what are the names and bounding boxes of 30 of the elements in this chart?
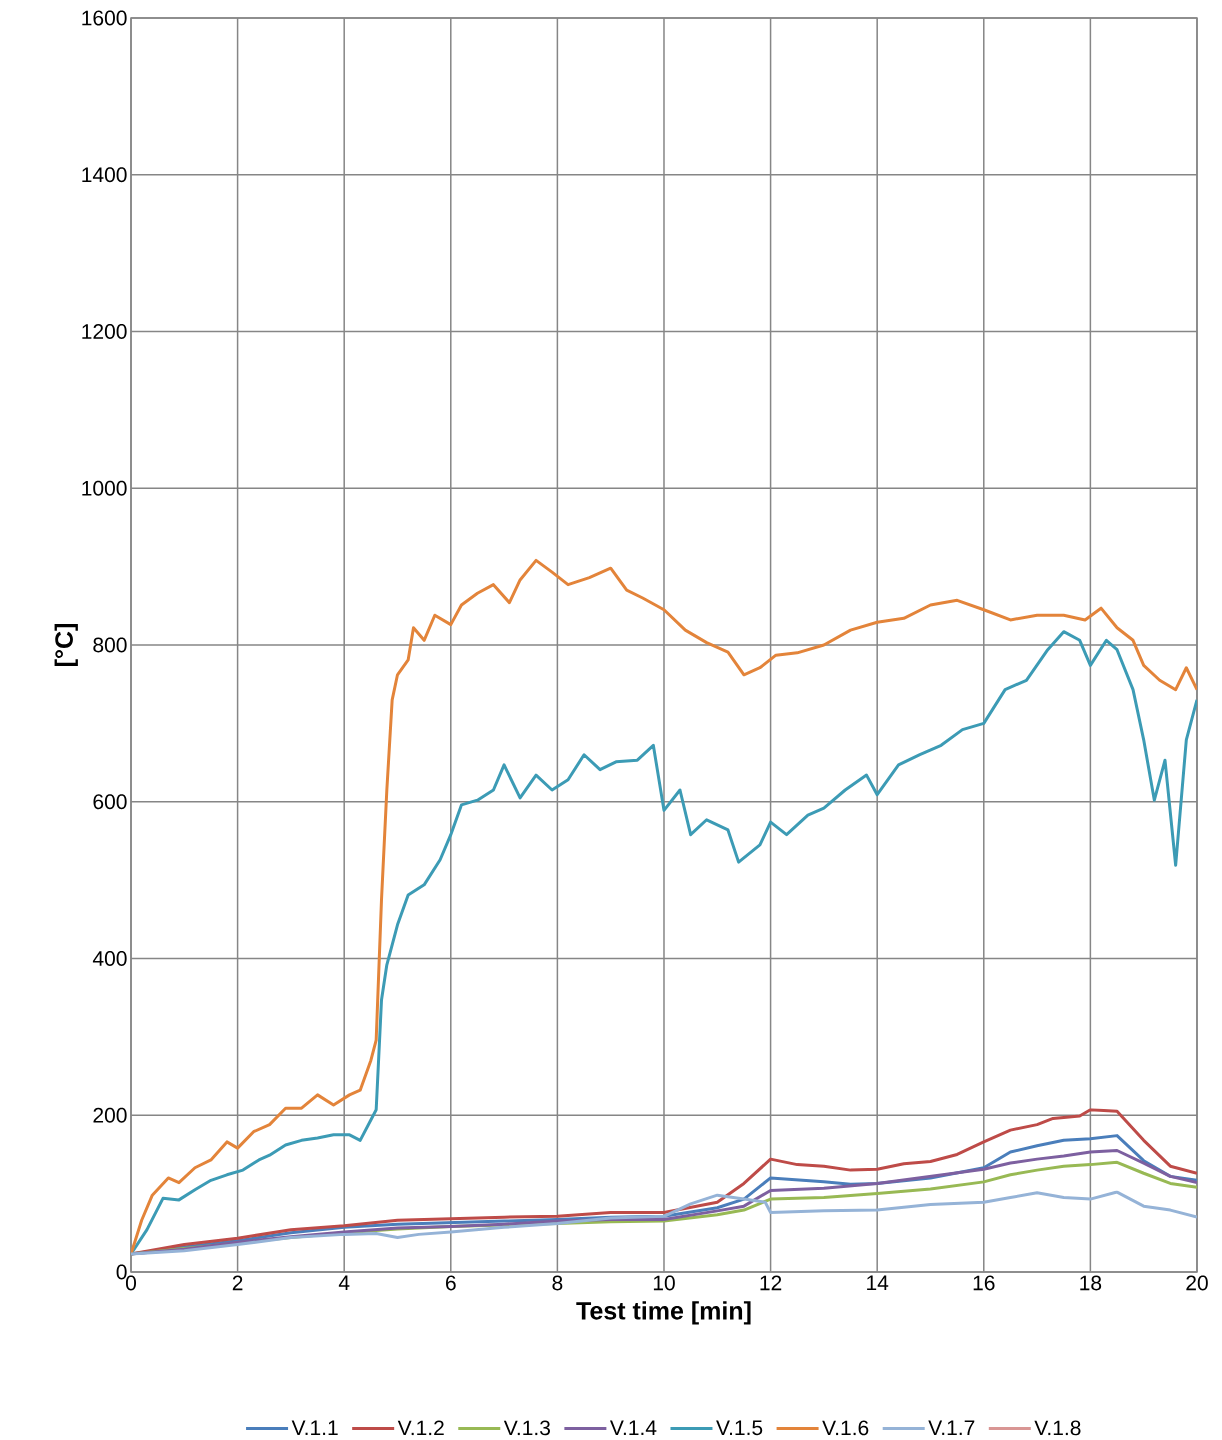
legend-label: V.1.3 [503,1420,550,1436]
x-tick-label: 8 [552,1275,563,1291]
x-tick-label: 20 [1186,1275,1208,1291]
x-tick-label: 6 [446,1275,456,1291]
y-tick-label: 1600 [82,10,127,26]
x-tick-label: 4 [338,1275,350,1290]
y-tick-label: 1000 [82,480,127,496]
legend-label: V.1.1 [291,1420,338,1435]
y-tick-label: 400 [92,951,127,966]
x-tick-label: 2 [232,1275,243,1291]
x-tick-label: 0 [125,1275,137,1291]
x-axis-title: Test time [min] [576,1301,751,1325]
legend-label: V.1.8 [1034,1420,1081,1436]
y-tick-label: 600 [93,794,127,810]
y-tick-label: 200 [93,1107,127,1123]
x-tick-label: 16 [973,1275,995,1291]
legend-label: V.1.5 [716,1420,763,1436]
y-tick-label: 800 [93,637,127,653]
legend-label: V.1.6 [822,1420,869,1436]
y-tick-label: 1400 [82,167,127,183]
legend-label: V.1.2 [397,1420,444,1436]
y-tick-label: 1200 [82,324,127,339]
x-tick-label: 14 [867,1275,889,1290]
y-tick-label: 0 [116,1264,127,1280]
y-axis-title: [°C] [54,624,78,666]
x-tick-label: 12 [760,1275,782,1291]
legend-label: V.1.7 [928,1420,975,1435]
x-tick-label: 10 [653,1275,675,1291]
x-tick-label: 18 [1080,1275,1102,1291]
legend-label: V.1.4 [609,1420,657,1435]
